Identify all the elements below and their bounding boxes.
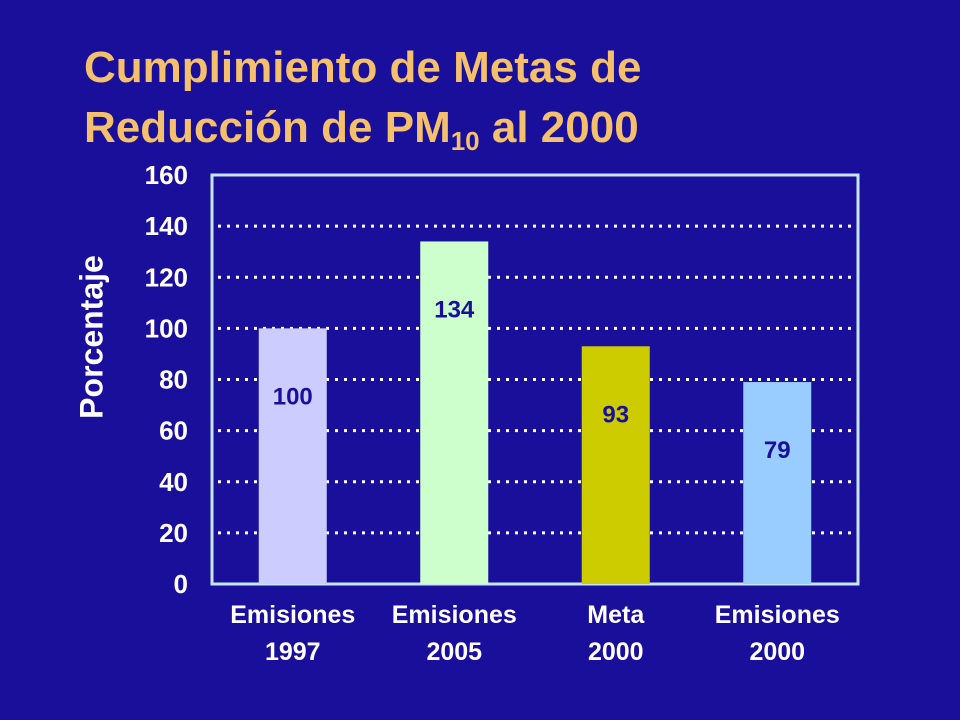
x-tick-label-4-line-2: 2000 [749, 638, 805, 666]
plot-border [210, 173, 860, 586]
y-tick-label-40: 40 [159, 467, 188, 497]
x-tick-label-1-line-1: Emisiones [230, 601, 355, 629]
data-label-3: 93 [602, 401, 629, 428]
y-tick-label-20: 20 [159, 518, 188, 548]
y-tick-label-60: 60 [159, 416, 188, 446]
x-tick-label-1-line-2: 1997 [265, 638, 321, 666]
x-tick-label-4-line-1: Emisiones [715, 601, 840, 629]
chart-title-suffix: al 2000 [479, 103, 639, 152]
data-label-4: 79 [764, 437, 791, 464]
y-tick-label-120: 120 [145, 262, 188, 292]
y-tick-label-0: 0 [174, 569, 188, 599]
data-label-2: 134 [434, 296, 475, 323]
chart-title-line-2: Reducción de PM10 al 2000 [84, 103, 639, 155]
bar-3 [581, 346, 650, 584]
bar-1 [258, 328, 327, 584]
chart-title-line-1: Cumplimiento de Metas de [84, 43, 642, 92]
chart-title-prefix: Reducción de PM [84, 103, 451, 152]
x-tick-label-3-line-2: 2000 [588, 638, 644, 666]
x-tick-label-2-line-1: Emisiones [392, 601, 517, 629]
y-tick-label-140: 140 [145, 211, 188, 241]
y-tick-label-100: 100 [145, 313, 188, 343]
chart-title-subscript: 10 [450, 126, 480, 156]
bar-4 [743, 382, 812, 584]
y-tick-label-80: 80 [159, 365, 188, 395]
bar-2 [420, 241, 489, 584]
x-tick-label-2-line-2: 2005 [426, 638, 482, 666]
x-tick-label-3-line-1: Meta [587, 601, 645, 629]
data-label-1: 100 [273, 383, 313, 410]
y-tick-label-160: 160 [145, 160, 188, 190]
